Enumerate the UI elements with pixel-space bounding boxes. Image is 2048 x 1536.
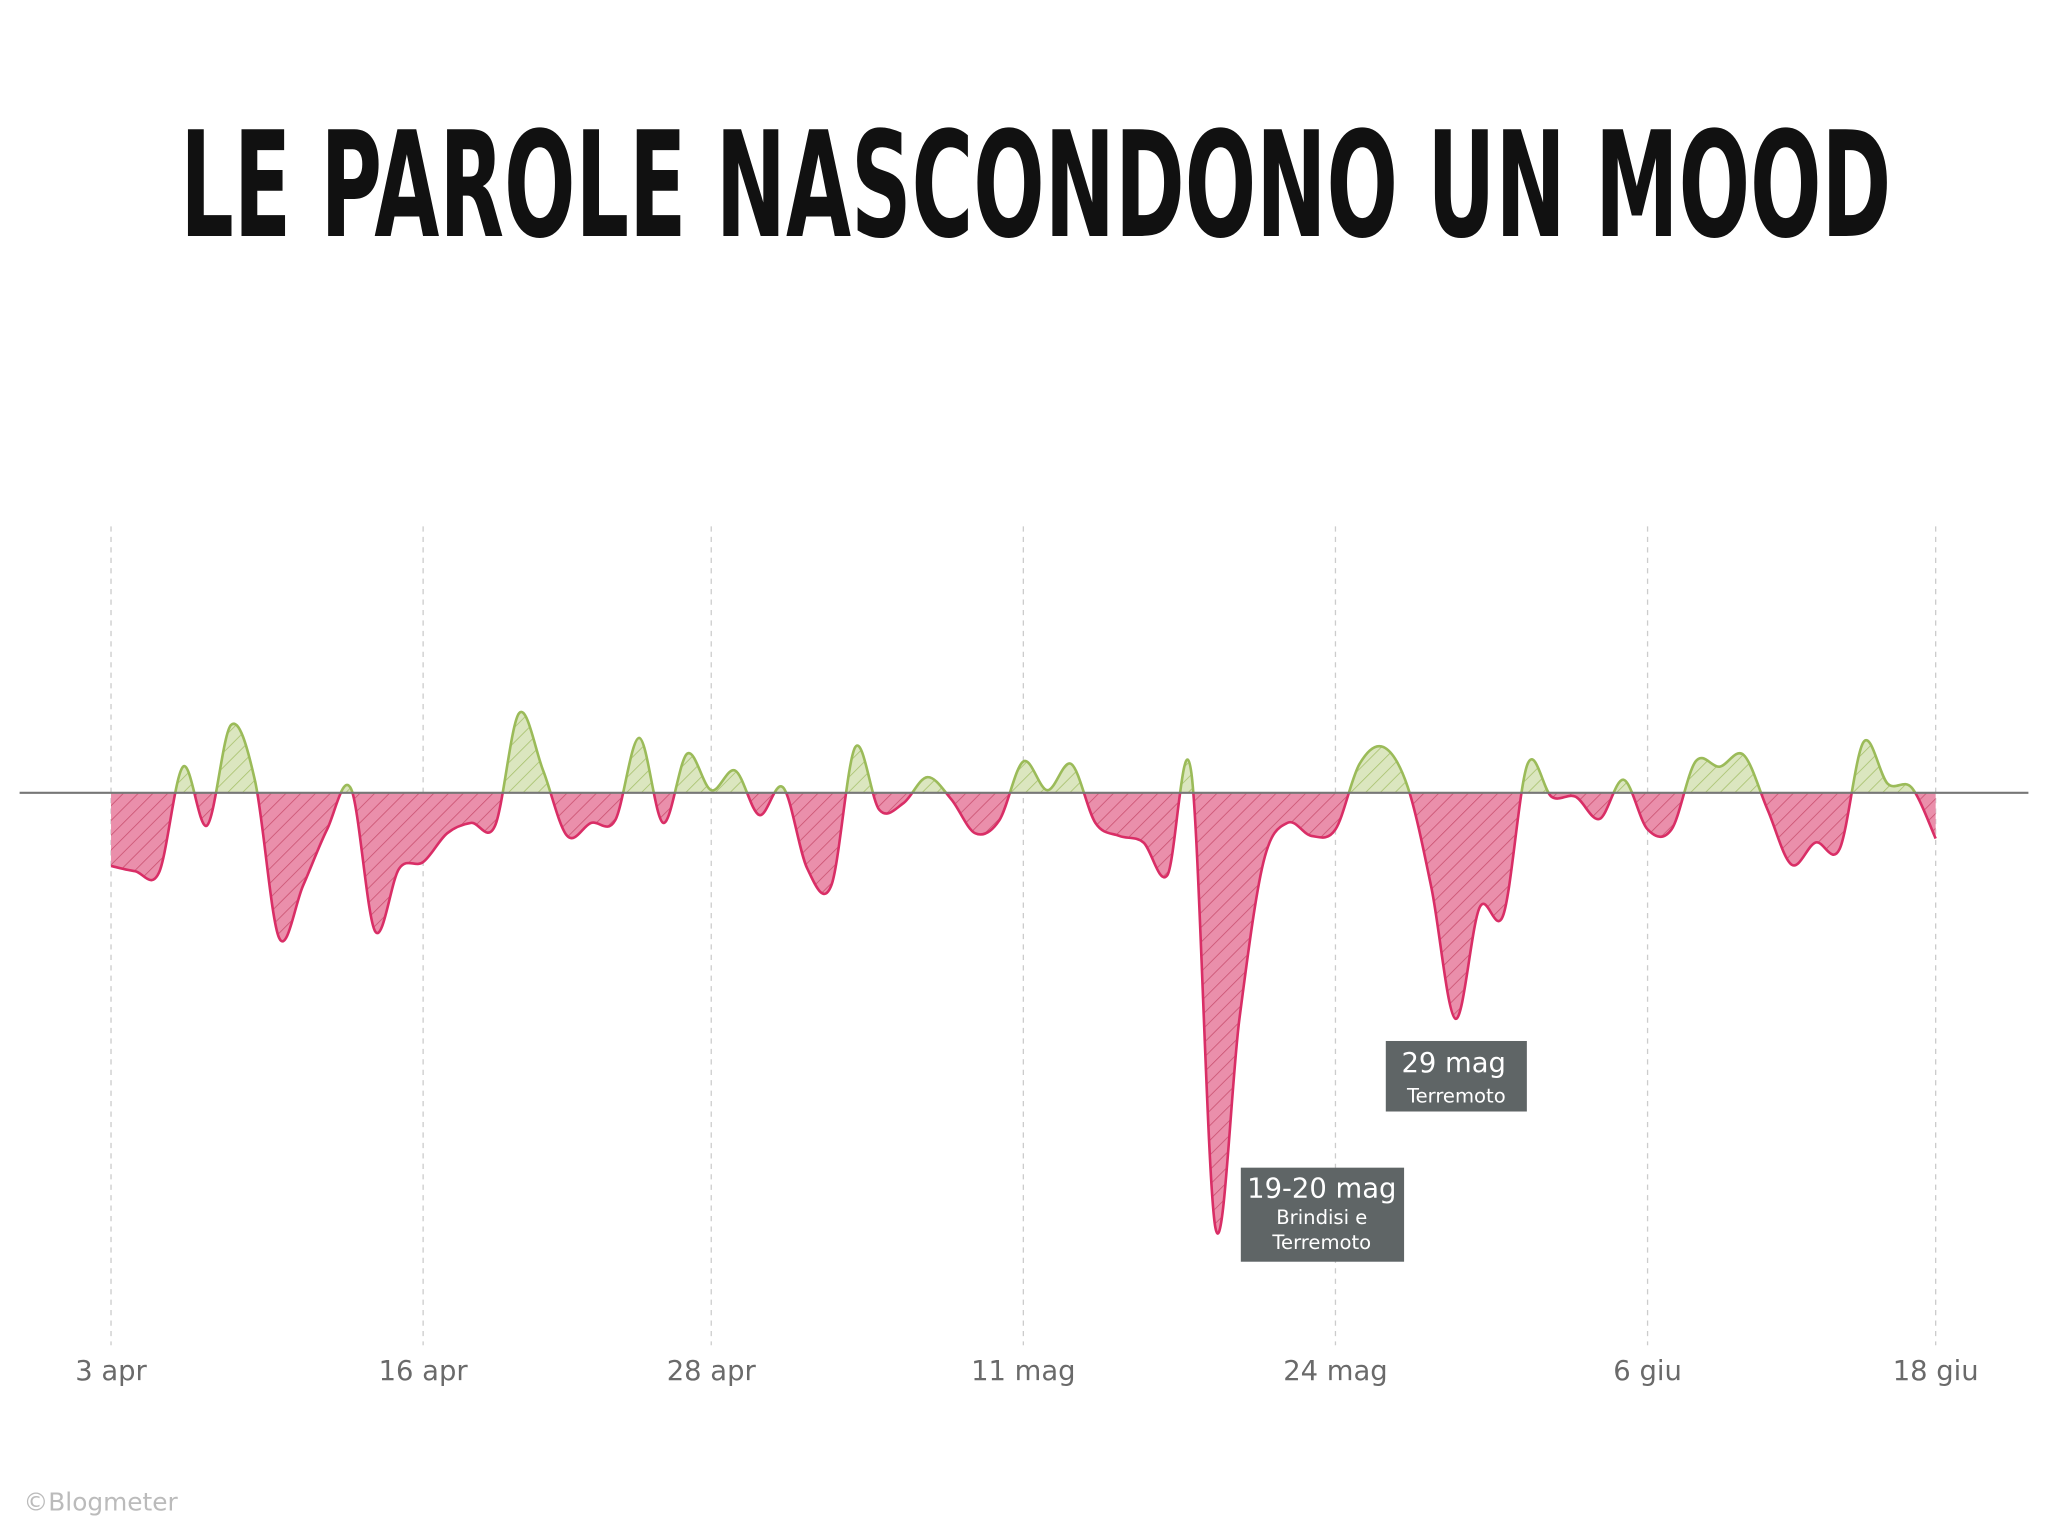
annotation-title: 19-20 mag	[1247, 1173, 1396, 1204]
plot-area	[110, 710, 1937, 1235]
grid	[110, 526, 1937, 1346]
x-tick-label: 11 mag	[971, 1356, 1075, 1387]
annotation: 19-20 mag Brindisi e Terremoto	[1240, 1167, 1405, 1262]
x-tick-label: 18 giu	[1893, 1356, 1979, 1387]
x-tick-label: 6 giu	[1613, 1356, 1682, 1387]
annotation-text: Brindisi e	[1276, 1206, 1367, 1229]
x-tick-label: 28 apr	[667, 1356, 757, 1387]
annotation-text: Terremoto	[1406, 1085, 1506, 1108]
annotation-text: Terremoto	[1271, 1231, 1371, 1254]
annotation-title: 29 mag	[1401, 1048, 1505, 1079]
credit: ©Blogmeter	[24, 1487, 179, 1516]
area-positive	[111, 712, 1936, 793]
line-negative	[110, 792, 1937, 1235]
annotation: 29 mag Terremoto	[1385, 1040, 1527, 1112]
chart-title: LE PAROLE NASCONDONO UN MOOD	[180, 101, 1891, 271]
x-tick-label: 3 apr	[75, 1356, 147, 1387]
line-positive	[173, 710, 1917, 793]
annotation-box	[1385, 1040, 1527, 1112]
x-tick-label: 24 mag	[1283, 1356, 1387, 1387]
x-axis: 3 apr 16 apr 28 apr 11 mag 24 mag 6 giu 18 giu	[75, 1356, 1978, 1387]
area-negative	[111, 792, 1936, 1234]
annotation-box	[1240, 1167, 1405, 1262]
x-tick-label: 16 apr	[379, 1356, 469, 1387]
